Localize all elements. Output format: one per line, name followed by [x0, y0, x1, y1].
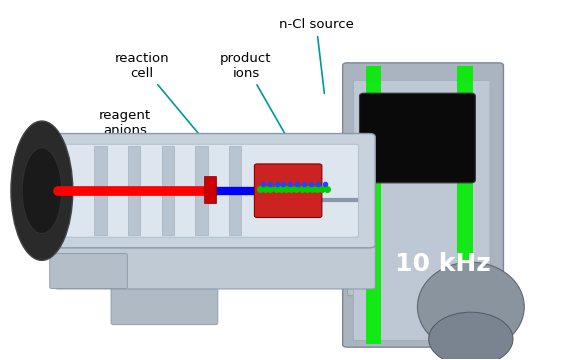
FancyBboxPatch shape [55, 244, 375, 289]
FancyBboxPatch shape [359, 93, 475, 183]
Ellipse shape [418, 262, 524, 351]
Bar [162, 146, 174, 235]
FancyBboxPatch shape [347, 273, 504, 296]
Bar [229, 146, 241, 235]
FancyBboxPatch shape [50, 253, 127, 289]
Bar [457, 66, 472, 344]
FancyBboxPatch shape [353, 80, 490, 341]
Bar [128, 146, 140, 235]
FancyBboxPatch shape [55, 144, 358, 237]
FancyBboxPatch shape [254, 164, 322, 217]
Text: 10 kHz: 10 kHz [395, 252, 490, 276]
Ellipse shape [429, 312, 513, 360]
Text: precursor
ions: precursor ions [24, 130, 88, 158]
FancyBboxPatch shape [111, 282, 218, 325]
Text: n-Cl source: n-Cl source [279, 18, 354, 93]
Text: reagent
anions: reagent anions [99, 109, 212, 166]
Text: reaction
cell: reaction cell [115, 52, 216, 155]
FancyBboxPatch shape [342, 63, 503, 347]
Bar [204, 176, 216, 203]
Ellipse shape [11, 121, 73, 260]
Bar [94, 146, 107, 235]
Bar [195, 146, 208, 235]
Bar [366, 66, 381, 344]
Text: product
ions: product ions [220, 52, 301, 162]
Ellipse shape [22, 148, 62, 234]
FancyBboxPatch shape [27, 134, 375, 248]
